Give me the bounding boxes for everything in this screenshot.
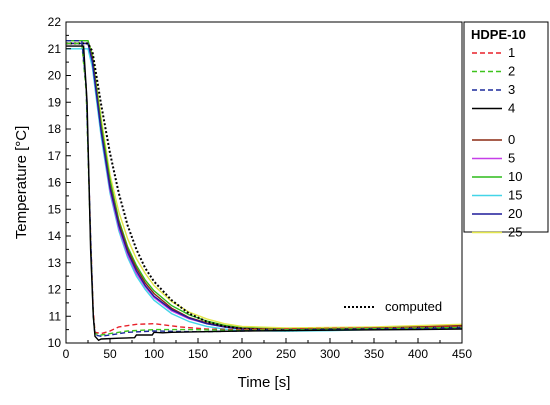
x-tick-label: 150 <box>188 347 208 361</box>
computed-annotation-label: computed <box>385 299 442 314</box>
legend-label-20: 20 <box>508 206 522 221</box>
y-tick-label: 18 <box>48 122 62 136</box>
series-line-20 <box>66 42 462 331</box>
axis-ticks: 0 50 100 150 200 250 300 350 400 450 10 11 12 13 14 15 1… <box>48 15 473 361</box>
legend-label-4: 4 <box>508 101 515 116</box>
x-tick-label: 400 <box>408 347 428 361</box>
series-line-4 <box>66 45 462 342</box>
legend-label-3: 3 <box>508 82 515 97</box>
series-line-3 <box>66 40 462 338</box>
y-tick-label: 11 <box>49 309 62 323</box>
series-line-25 <box>66 40 462 329</box>
x-tick-label: 100 <box>144 347 164 361</box>
y-tick-label: 17 <box>48 149 62 163</box>
x-tick-label: 0 <box>63 347 70 361</box>
x-tick-label: 300 <box>320 347 340 361</box>
y-tick-label: 20 <box>48 69 62 83</box>
series-line-computed <box>66 42 462 332</box>
y-tick-label: 21 <box>48 42 62 56</box>
plot-frame <box>65 21 463 344</box>
legend-title: HDPE-10 <box>471 27 526 42</box>
y-tick-label: 16 <box>48 176 62 190</box>
legend-label-1: 1 <box>508 45 515 60</box>
x-tick-label: 200 <box>232 347 252 361</box>
x-tick-label: 450 <box>452 347 472 361</box>
series-layer <box>66 40 462 342</box>
legend-label-10: 10 <box>508 169 522 184</box>
x-tick-label: 250 <box>276 347 296 361</box>
y-tick-label: 22 <box>48 15 62 29</box>
series-line-15 <box>66 48 462 332</box>
y-tick-label: 10 <box>48 336 62 350</box>
y-tick-label: 13 <box>48 256 62 270</box>
y-axis-title: Temperature [°C] <box>13 126 30 240</box>
legend-label-0: 0 <box>508 132 515 147</box>
legend-label-15: 15 <box>508 188 522 203</box>
legend: HDPE-10 1 2 3 4 0 5 10 15 20 25 <box>463 21 549 240</box>
legend-label-5: 5 <box>508 151 515 166</box>
y-tick-label: 14 <box>48 229 62 243</box>
series-line-1 <box>66 42 462 335</box>
legend-box <box>463 21 549 233</box>
series-line-10 <box>66 40 462 330</box>
series-line-2 <box>66 42 462 336</box>
x-tick-label: 350 <box>364 347 384 361</box>
y-tick-label: 12 <box>48 283 62 297</box>
y-tick-label: 19 <box>48 95 62 109</box>
x-axis-title: Time [s] <box>238 374 291 391</box>
legend-label-2: 2 <box>508 64 515 79</box>
y-tick-label: 15 <box>48 202 62 216</box>
legend-label-25: 25 <box>508 225 522 240</box>
x-tick-label: 50 <box>103 347 117 361</box>
computed-annotation: computed <box>344 299 442 314</box>
series-line-0 <box>66 42 462 331</box>
series-line-5 <box>66 42 462 331</box>
